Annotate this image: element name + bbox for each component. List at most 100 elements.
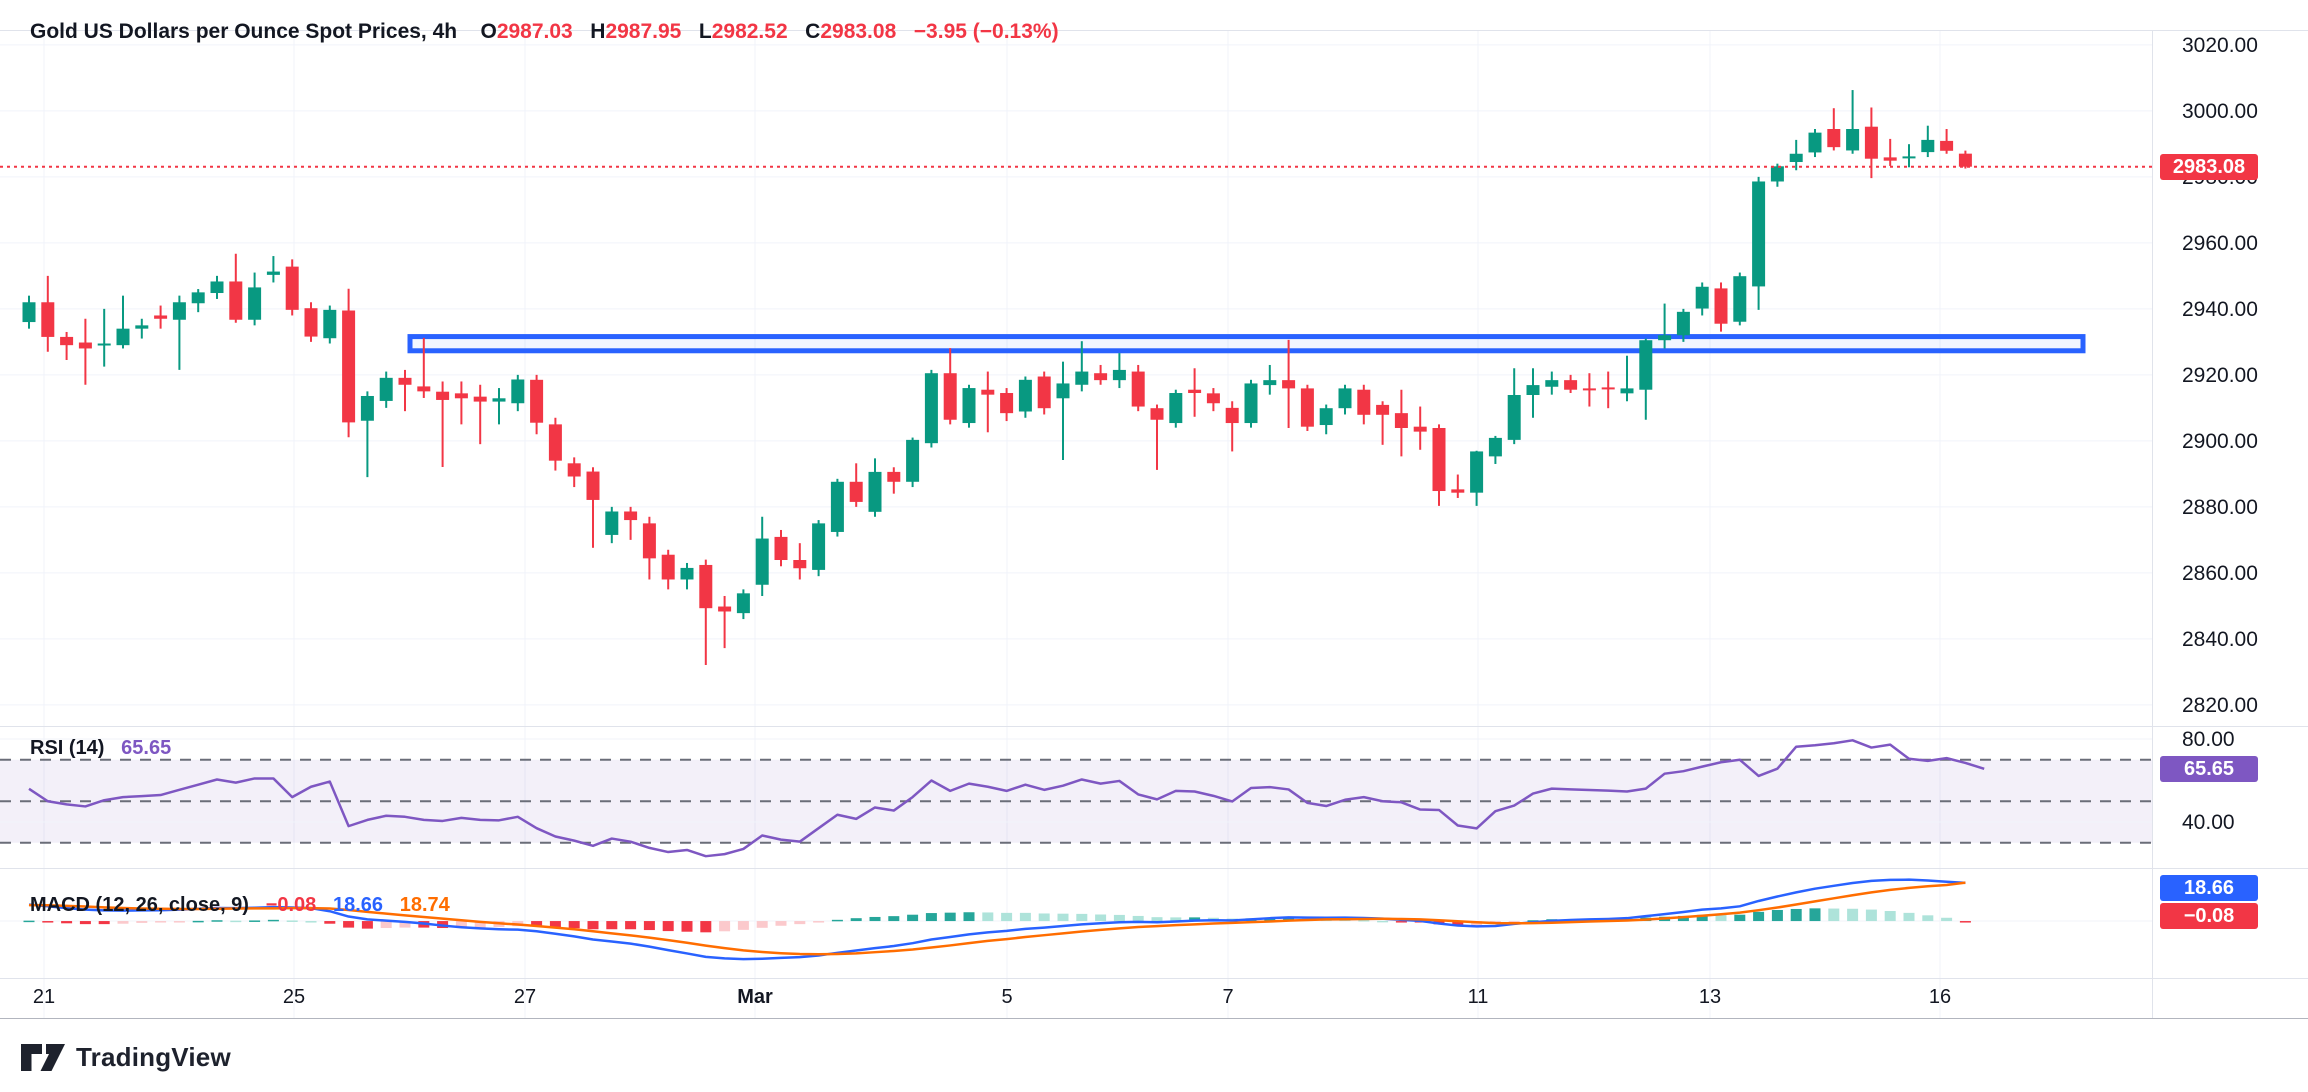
candle-body bbox=[1056, 383, 1070, 399]
candle-body bbox=[1018, 379, 1032, 412]
macd-histogram-bar bbox=[267, 919, 279, 922]
macd-histogram-bar bbox=[211, 920, 223, 922]
candle-body bbox=[1150, 408, 1164, 420]
macd-hist-value: −0.08 bbox=[265, 894, 317, 916]
time-tick-label: 16 bbox=[1928, 986, 1952, 1008]
candle-body bbox=[962, 388, 976, 424]
macd-histogram-bar bbox=[324, 921, 336, 924]
macd-histogram-bar bbox=[907, 914, 919, 922]
candle-body bbox=[1131, 371, 1145, 407]
macd-histogram-bar bbox=[1151, 917, 1163, 922]
rsi-value-badge: 65.65 bbox=[2160, 755, 2258, 782]
macd-histogram-bar bbox=[888, 916, 900, 922]
rsi-pane-separator[interactable] bbox=[0, 726, 2308, 727]
candle-body bbox=[1639, 340, 1653, 390]
candle-body bbox=[924, 373, 938, 444]
price-tick-label: 2900.00 bbox=[2182, 429, 2258, 453]
candle-body bbox=[849, 481, 863, 502]
low-label: L bbox=[698, 20, 712, 43]
candle-body bbox=[1094, 373, 1108, 381]
macd-histogram-bar bbox=[1189, 917, 1201, 922]
candle-body bbox=[1376, 404, 1390, 415]
candle-body bbox=[1582, 388, 1596, 391]
high-value: 2987.95 bbox=[605, 20, 682, 43]
candle-body bbox=[1789, 153, 1803, 163]
macd-histogram-bar bbox=[1677, 915, 1689, 922]
price-tick-label: 2960.00 bbox=[2182, 231, 2258, 255]
macd-histogram-bar bbox=[117, 921, 129, 924]
candle-body bbox=[1808, 132, 1822, 153]
candle-body bbox=[718, 606, 732, 612]
support-resistance-band[interactable] bbox=[407, 334, 2086, 354]
macd-histogram-bar bbox=[1865, 909, 1877, 922]
candle-body bbox=[360, 395, 374, 421]
macd-histogram-bar bbox=[1095, 914, 1107, 922]
macd-histogram-bar bbox=[831, 919, 843, 922]
time-tick-label: 7 bbox=[1222, 986, 1234, 1008]
candle-body bbox=[1263, 380, 1277, 386]
candle-body bbox=[1846, 129, 1860, 151]
macd-histogram-bar bbox=[850, 918, 862, 922]
candle-body bbox=[492, 398, 506, 402]
macd-hist-badge: −0.08 bbox=[2160, 902, 2258, 929]
macd-histogram-bar bbox=[1696, 914, 1708, 922]
candle-body bbox=[1921, 139, 1935, 153]
time-tick-label: 5 bbox=[1001, 986, 1013, 1008]
macd-histogram-bar bbox=[982, 912, 994, 922]
macd-histogram-bar bbox=[249, 920, 261, 922]
rsi-value: 65.65 bbox=[121, 737, 172, 759]
candle-body bbox=[1244, 383, 1258, 424]
macd-pane-separator[interactable] bbox=[0, 868, 2308, 869]
macd-histogram-bar bbox=[455, 921, 467, 929]
macd-histogram-bar bbox=[1809, 908, 1821, 922]
candle-body bbox=[1451, 489, 1465, 493]
candle-body bbox=[1319, 408, 1333, 426]
candle-body bbox=[1470, 451, 1484, 493]
last-price-badge: 2983.08 bbox=[2160, 153, 2258, 180]
macd-histogram-bar bbox=[361, 921, 373, 929]
candle-body bbox=[172, 302, 186, 320]
macd-value-badge: 18.66 bbox=[2160, 874, 2258, 901]
rsi-band bbox=[0, 759, 2152, 843]
macd-histogram-bar bbox=[587, 921, 599, 930]
candle-body bbox=[154, 315, 168, 319]
candle-body bbox=[1958, 153, 1972, 167]
macd-histogram-bar bbox=[700, 921, 712, 933]
macd-histogram-bar bbox=[662, 921, 674, 932]
symbol-title: Gold US Dollars per Ounce Spot Prices, 4… bbox=[30, 20, 458, 43]
candle-body bbox=[624, 511, 638, 521]
candle-body bbox=[417, 386, 431, 392]
macd-histogram-bar bbox=[79, 921, 91, 925]
pane-top-border bbox=[0, 30, 2308, 31]
candle-body bbox=[1000, 393, 1014, 414]
macd-histogram-bar bbox=[474, 921, 486, 928]
macd-histogram-bar bbox=[1452, 921, 1464, 926]
candle-body bbox=[1752, 181, 1766, 287]
time-tick-label: 11 bbox=[1467, 986, 1489, 1008]
candle-body bbox=[567, 463, 581, 477]
candle-body bbox=[887, 471, 901, 482]
rsi-legend: RSI (14) 65.65 bbox=[30, 737, 171, 760]
price-tick-label: 2860.00 bbox=[2182, 561, 2258, 585]
macd-histogram-bar bbox=[549, 921, 561, 928]
macd-histogram-bar bbox=[1753, 911, 1765, 922]
macd-histogram-bar bbox=[1941, 917, 1953, 922]
change-value: −3.95 (−0.13%) bbox=[913, 20, 1059, 43]
macd-histogram-bar bbox=[1395, 921, 1407, 923]
candle-body bbox=[116, 328, 130, 346]
candle-body bbox=[642, 523, 656, 559]
macd-histogram-bar bbox=[1113, 914, 1125, 922]
candle-body bbox=[1206, 393, 1220, 404]
tradingview-logo-icon bbox=[21, 1043, 65, 1071]
rsi-line bbox=[28, 739, 1985, 858]
macd-histogram-bar bbox=[1076, 913, 1088, 922]
rsi-tick-high: 80.00 bbox=[2182, 728, 2235, 752]
macd-histogram-bar bbox=[1019, 912, 1031, 922]
candle-body bbox=[530, 379, 544, 423]
price-axis-border bbox=[2152, 30, 2153, 1018]
tradingview-logo-link[interactable]: TradingView bbox=[20, 1042, 231, 1073]
price-tick-label: 3000.00 bbox=[2182, 99, 2258, 123]
candle-body bbox=[1413, 426, 1427, 432]
open-value: 2987.03 bbox=[496, 20, 573, 43]
